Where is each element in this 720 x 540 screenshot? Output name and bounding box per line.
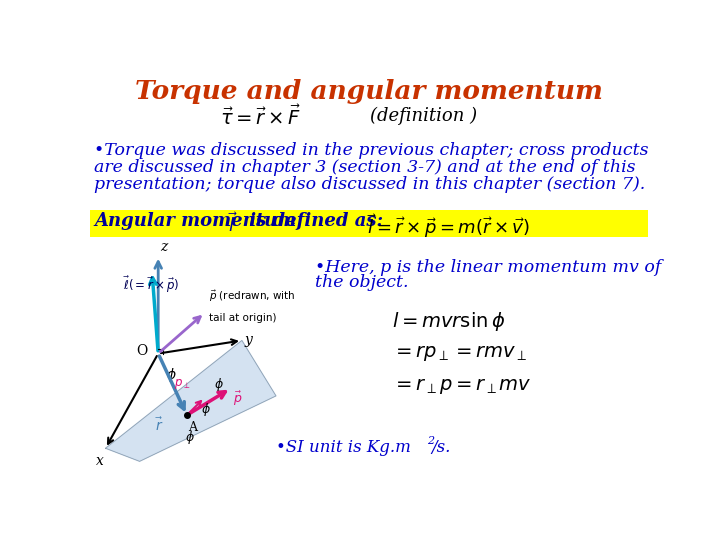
Text: are discussed in chapter 3 (section 3-7) and at the end of this: are discussed in chapter 3 (section 3-7)… [94, 159, 635, 176]
Text: $\vec{p}$ (redrawn, with: $\vec{p}$ (redrawn, with [209, 288, 295, 303]
Text: •SI unit is Kg.m: •SI unit is Kg.m [276, 439, 411, 456]
Text: z: z [160, 240, 167, 254]
Text: $\vec{l} = \vec{r} \times \vec{p} = m(\vec{r} \times \vec{v})$: $\vec{l} = \vec{r} \times \vec{p} = m(\v… [367, 212, 531, 240]
Text: Angular momentum: Angular momentum [94, 212, 303, 230]
Text: /s.: /s. [432, 439, 451, 456]
Text: O: O [136, 344, 148, 358]
Text: $\phi$: $\phi$ [201, 401, 211, 418]
Text: $= r_{\perp}p = r_{\perp}mv$: $= r_{\perp}p = r_{\perp}mv$ [392, 377, 532, 396]
Text: $\vec{p}$: $\vec{p}$ [233, 390, 243, 408]
Text: (definition ): (definition ) [369, 106, 477, 125]
Text: •Here, p is the linear momentum mv of: •Here, p is the linear momentum mv of [315, 259, 661, 276]
Text: $p_\perp$: $p_\perp$ [174, 377, 191, 392]
Text: $= rp_{\perp} = rmv_{\perp}$: $= rp_{\perp} = rmv_{\perp}$ [392, 343, 528, 362]
Text: $\phi$: $\phi$ [166, 366, 176, 384]
Text: 2: 2 [427, 436, 434, 446]
Text: $\vec{r}$: $\vec{r}$ [155, 417, 163, 434]
Text: the object.: the object. [315, 274, 408, 291]
Text: A: A [189, 421, 197, 434]
Text: is defined as:: is defined as: [243, 212, 395, 230]
Text: tail at origin): tail at origin) [209, 313, 276, 323]
Text: $l = mvr\sin\phi$: $l = mvr\sin\phi$ [392, 309, 505, 333]
Text: $\vec{l}$: $\vec{l}$ [228, 212, 238, 236]
Text: $\phi$: $\phi$ [214, 376, 224, 393]
Text: Torque and angular momentum: Torque and angular momentum [135, 79, 603, 104]
Polygon shape [106, 340, 276, 461]
Text: •Torque was discussed in the previous chapter; cross products: •Torque was discussed in the previous ch… [94, 142, 649, 159]
Text: presentation; torque also discussed in this chapter (section 7).: presentation; torque also discussed in t… [94, 176, 645, 193]
Text: x: x [96, 455, 104, 468]
Text: $\phi$: $\phi$ [185, 429, 195, 446]
Text: y: y [244, 334, 252, 347]
FancyBboxPatch shape [90, 210, 648, 237]
Text: $\vec{\tau} = \vec{r} \times \vec{F}$: $\vec{\tau} = \vec{r} \times \vec{F}$ [220, 105, 301, 129]
Text: $\vec{\ell}(=\vec{r}\times\vec{p})$: $\vec{\ell}(=\vec{r}\times\vec{p})$ [122, 275, 179, 295]
